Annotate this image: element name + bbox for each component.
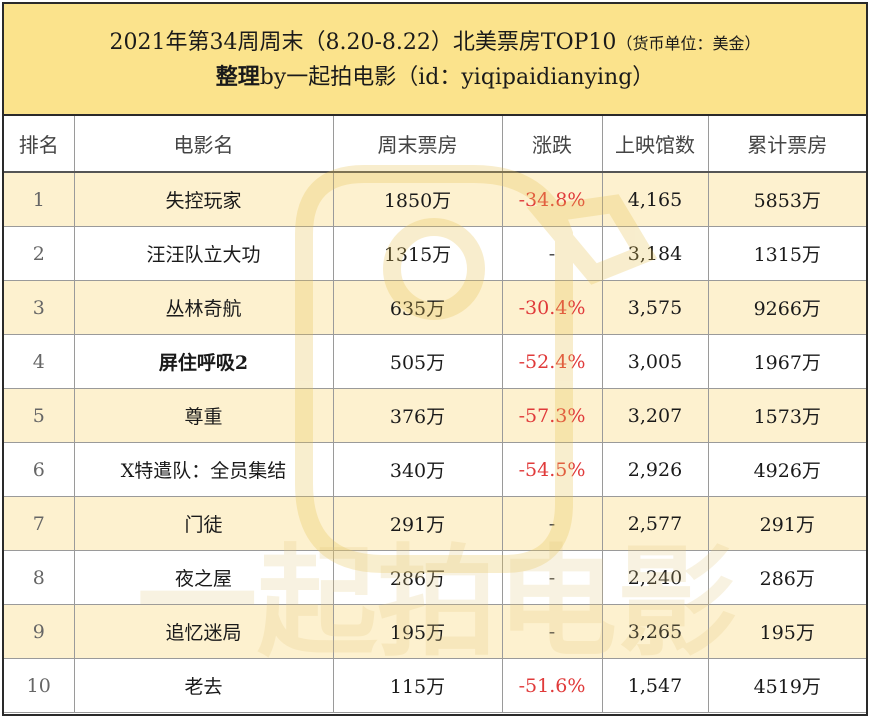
col-header-rank: 排名 [4, 116, 75, 173]
col-header-theaters: 上映馆数 [602, 116, 709, 173]
cell-change: - [502, 550, 603, 605]
cell-theaters: 3,207 [602, 388, 709, 443]
cell-total: 5853万 [708, 172, 866, 227]
cell-rank: 7 [4, 496, 75, 551]
subtitle-credit: by一起拍电影（id：yiqipaidianying） [259, 65, 655, 90]
page-title: 2021年第34周周末（8.20-8.22）北美票房TOP10（货币单位：美金） [4, 28, 866, 59]
table-row: 6 X特遣队：全员集结 340万 -54.5% 2,926 4926万 [4, 442, 866, 497]
cell-rank: 5 [4, 388, 75, 443]
cell-title: 老去 [74, 658, 334, 713]
cell-title: X特遣队：全员集结 [74, 442, 334, 497]
table-row: 2 汪汪队立大功 1315万 - 3,184 1315万 [4, 226, 866, 281]
cell-theaters: 2,926 [602, 442, 709, 497]
cell-rank: 8 [4, 550, 75, 605]
cell-rank: 10 [4, 658, 75, 713]
col-header-title: 电影名 [74, 116, 334, 173]
cell-total: 291万 [708, 496, 866, 551]
cell-title: 追忆迷局 [74, 604, 334, 659]
cell-weekend: 291万 [333, 496, 503, 551]
cell-change: - [502, 496, 603, 551]
cell-weekend: 376万 [333, 388, 503, 443]
cell-theaters: 3,265 [602, 604, 709, 659]
cell-title: 汪汪队立大功 [74, 226, 334, 281]
cell-weekend: 1315万 [333, 226, 503, 281]
cell-total: 286万 [708, 550, 866, 605]
page-subtitle: 整理by一起拍电影（id：yiqipaidianying） [4, 62, 866, 93]
cell-theaters: 3,575 [602, 280, 709, 335]
cell-theaters: 2,577 [602, 496, 709, 551]
cell-weekend: 1850万 [333, 172, 503, 227]
cell-weekend: 505万 [333, 334, 503, 389]
cell-title: 尊重 [74, 388, 334, 443]
column-header-row: 排名 电影名 周末票房 涨跌 上映馆数 累计票房 [4, 116, 866, 173]
cell-title: 屏住呼吸2 [74, 334, 334, 389]
cell-rank: 1 [4, 172, 75, 227]
cell-rank: 3 [4, 280, 75, 335]
cell-rank: 4 [4, 334, 75, 389]
cell-title: 丛林奇航 [74, 280, 334, 335]
cell-theaters: 1,547 [602, 658, 709, 713]
box-office-table: 排名 电影名 周末票房 涨跌 上映馆数 累计票房 1 失控玩家 1850万 -3… [4, 116, 866, 713]
cell-change: -34.8% [502, 172, 603, 227]
col-header-total: 累计票房 [708, 116, 866, 173]
table-row: 4 屏住呼吸2 505万 -52.4% 3,005 1967万 [4, 334, 866, 389]
cell-change: - [502, 604, 603, 659]
currency-unit: （货币单位：美金） [616, 34, 761, 53]
subtitle-prefix: 整理 [215, 64, 260, 90]
cell-weekend: 635万 [333, 280, 503, 335]
cell-change: -52.4% [502, 334, 603, 389]
cell-title: 失控玩家 [74, 172, 334, 227]
table-row: 10 老去 115万 -51.6% 1,547 4519万 [4, 658, 866, 713]
cell-theaters: 3,005 [602, 334, 709, 389]
cell-total: 1967万 [708, 334, 866, 389]
cell-theaters: 2,240 [602, 550, 709, 605]
table-row: 7 门徒 291万 - 2,577 291万 [4, 496, 866, 551]
cell-total: 4519万 [708, 658, 866, 713]
cell-rank: 6 [4, 442, 75, 497]
cell-total: 9266万 [708, 280, 866, 335]
cell-change: -51.6% [502, 658, 603, 713]
cell-change: -57.3% [502, 388, 603, 443]
cell-title: 门徒 [74, 496, 334, 551]
cell-total: 1315万 [708, 226, 866, 281]
cell-change: -30.4% [502, 280, 603, 335]
cell-theaters: 3,184 [602, 226, 709, 281]
cell-weekend: 115万 [333, 658, 503, 713]
col-header-change: 涨跌 [502, 116, 603, 173]
cell-weekend: 195万 [333, 604, 503, 659]
table-header-banner: 2021年第34周周末（8.20-8.22）北美票房TOP10（货币单位：美金）… [4, 4, 866, 116]
cell-rank: 9 [4, 604, 75, 659]
cell-change: - [502, 226, 603, 281]
table-row: 1 失控玩家 1850万 -34.8% 4,165 5853万 [4, 172, 866, 227]
table-row: 9 追忆迷局 195万 - 3,265 195万 [4, 604, 866, 659]
table-row: 3 丛林奇航 635万 -30.4% 3,575 9266万 [4, 280, 866, 335]
cell-weekend: 340万 [333, 442, 503, 497]
cell-change: -54.5% [502, 442, 603, 497]
cell-weekend: 286万 [333, 550, 503, 605]
cell-rank: 2 [4, 226, 75, 281]
cell-theaters: 4,165 [602, 172, 709, 227]
title-text: 2021年第34周周末（8.20-8.22）北美票房TOP10 [109, 30, 617, 55]
table-row: 5 尊重 376万 -57.3% 3,207 1573万 [4, 388, 866, 443]
table-row: 8 夜之屋 286万 - 2,240 286万 [4, 550, 866, 605]
cell-total: 1573万 [708, 388, 866, 443]
cell-total: 195万 [708, 604, 866, 659]
col-header-weekend: 周末票房 [333, 116, 503, 173]
cell-title: 夜之屋 [74, 550, 334, 605]
cell-total: 4926万 [708, 442, 866, 497]
